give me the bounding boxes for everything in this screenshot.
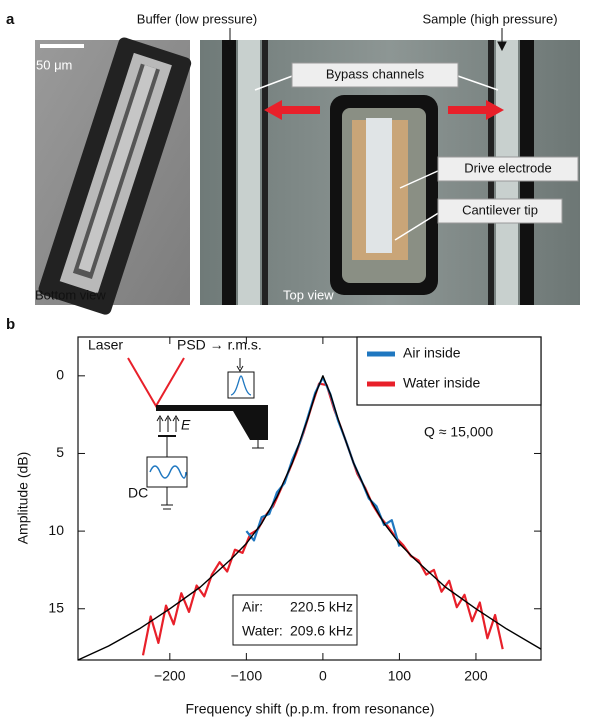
resonance-value: 220.5 kHz <box>290 599 353 615</box>
y-axis-label: Amplitude (dB) <box>15 452 31 545</box>
red-arrows <box>264 100 504 120</box>
plot-frame <box>77 336 542 661</box>
callout-box <box>437 156 579 182</box>
x-tick-label: 100 <box>388 668 412 684</box>
label: Buffer (low pressure) <box>137 11 257 26</box>
x-tick-label: 200 <box>464 668 488 684</box>
legend-label: Water inside <box>403 375 481 391</box>
x-tick-label: −200 <box>154 668 186 684</box>
callout: Drive electrode <box>464 160 551 175</box>
arrows <box>225 28 507 52</box>
legend-label: Air inside <box>403 345 461 361</box>
panel-label: a <box>6 11 15 28</box>
annotation: Q ≈ 15,000 <box>424 424 493 440</box>
inset-diagram <box>127 357 268 510</box>
scale-bar-label: 50 μm <box>36 57 72 72</box>
series-line <box>141 382 504 656</box>
resonance-box <box>232 594 358 646</box>
caption: Bottom view <box>35 287 106 302</box>
callout: Cantilever tip <box>462 202 538 217</box>
panel-label: b <box>6 316 15 333</box>
fit-line <box>77 375 542 661</box>
callout-box <box>437 198 563 224</box>
y-tick-label: 15 <box>48 599 64 615</box>
label: Sample (high pressure) <box>422 11 557 26</box>
callout-box <box>291 62 459 88</box>
caption: Top view <box>283 287 334 302</box>
resonance-label: Water: <box>242 623 283 639</box>
legend-box <box>356 336 542 406</box>
inset-label: E <box>181 417 191 433</box>
legend: Air inside Water inside <box>356 336 542 406</box>
x-tick-label: −100 <box>231 668 263 684</box>
inset-label: PSD → r.m.s. <box>177 337 262 353</box>
y-tick-label: 5 <box>56 444 64 460</box>
callout-lines <box>254 74 499 241</box>
resonance-value: 209.6 kHz <box>290 623 353 639</box>
resonance-label: Air: <box>242 599 263 615</box>
x-axis-label: Frequency shift (p.p.m. from resonance) <box>186 701 435 717</box>
bottom-view-image <box>35 37 192 315</box>
y-tick-label: 10 <box>48 522 64 538</box>
plot: −200 −100 0 100 200 0 5 10 15 <box>48 337 542 684</box>
y-tick-label: 0 <box>56 367 64 383</box>
x-tick-label: 0 <box>319 668 327 684</box>
inset-label: DC <box>128 485 148 501</box>
callout: Bypass channels <box>326 66 425 81</box>
inset-label: Laser <box>88 337 123 353</box>
